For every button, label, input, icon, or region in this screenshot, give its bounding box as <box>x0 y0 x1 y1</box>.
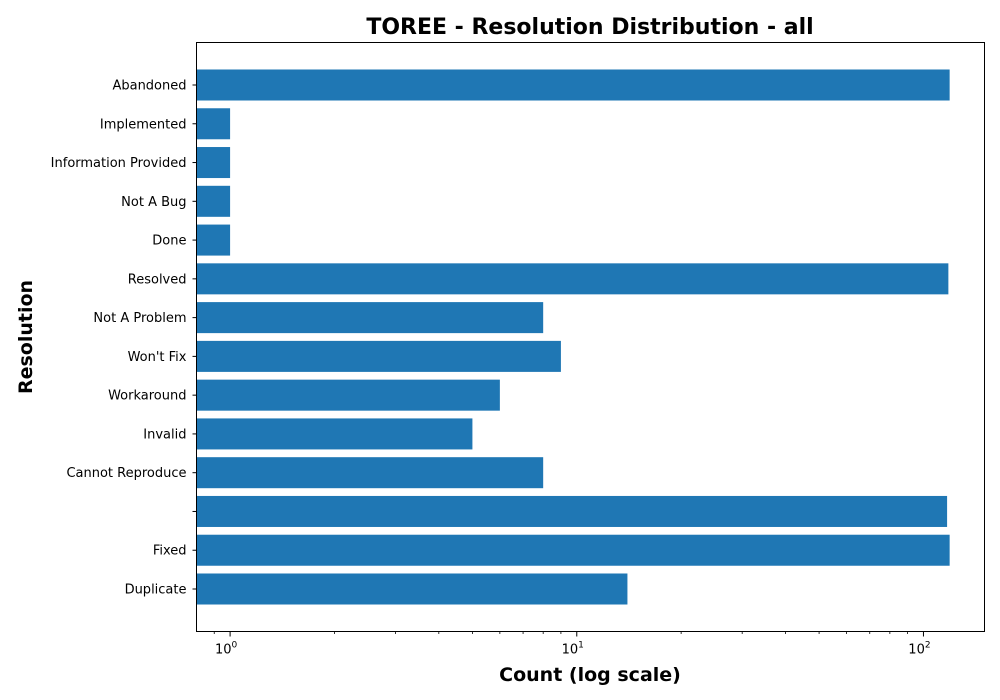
y-tick-label: Implemented <box>100 117 187 132</box>
bar <box>196 573 628 605</box>
bar <box>196 224 231 256</box>
y-axis-label: Resolution <box>15 280 37 394</box>
bar <box>196 185 231 217</box>
chart-title: TOREE - Resolution Distribution - all <box>366 15 813 40</box>
bar <box>196 147 231 179</box>
y-tick-label: Duplicate <box>125 583 187 598</box>
y-tick-label: Fixed <box>153 544 187 559</box>
y-tick-label: Done <box>152 234 186 249</box>
bar <box>196 263 949 295</box>
x-tick-label: 102 <box>908 641 930 658</box>
x-axis-label: Count (log scale) <box>499 664 681 686</box>
y-tick-label: Abandoned <box>112 79 186 94</box>
y-tick-label: Invalid <box>143 427 186 442</box>
y-axis-ticks: Abandoned Implemented Information Provided… <box>51 79 197 598</box>
y-tick-label: Not A Bug <box>121 195 186 210</box>
y-tick-label: Cannot Reproduce <box>66 466 186 481</box>
bar <box>196 457 544 489</box>
x-tick-label: 101 <box>562 641 584 658</box>
y-tick-label: Workaround <box>108 389 186 404</box>
bar <box>196 108 231 140</box>
plot-frame <box>196 42 985 632</box>
bar <box>196 534 950 566</box>
y-tick-label: Won't Fix <box>128 350 187 365</box>
bar <box>196 69 950 101</box>
bar <box>196 340 561 372</box>
x-axis-ticks: 100 101 102 <box>213 631 931 658</box>
bars-layer <box>196 69 950 605</box>
bar <box>196 495 948 527</box>
bar <box>196 418 473 450</box>
y-tick-label: Information Provided <box>51 156 187 171</box>
bar <box>196 302 544 334</box>
x-tick-label: 100 <box>215 641 238 658</box>
bar <box>196 379 500 411</box>
y-tick-label: Not A Problem <box>93 311 186 326</box>
y-tick-label: Resolved <box>128 272 187 287</box>
